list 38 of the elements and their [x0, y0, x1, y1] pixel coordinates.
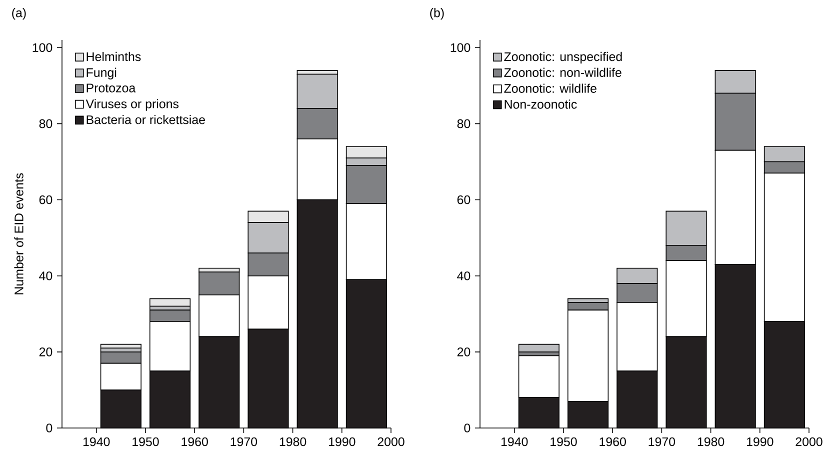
y-tick-label: 20: [39, 348, 52, 356]
y-tick-label: 40: [457, 271, 470, 280]
x-tick-label: 1990: [328, 437, 356, 446]
legend-label: Bacteria or rickettsiae: [86, 114, 205, 124]
chart-title: (a): [12, 8, 26, 20]
y-tick-label: 40: [39, 271, 52, 280]
x-tick-label: 1940: [501, 437, 528, 446]
legend-label: Zoonotic: wildlife: [504, 84, 596, 93]
legend-label: Fungi: [86, 68, 116, 80]
x-tick-label: 1960: [182, 437, 208, 446]
legend-label: Viruses or prions: [86, 99, 179, 111]
x-tick-label: 1970: [230, 437, 258, 446]
y-tick-label: 0: [464, 424, 470, 432]
legend-label: Zoonotic: non-wildlife: [504, 68, 622, 77]
x-tick-label: 1950: [550, 437, 577, 446]
y-tick-label: 80: [457, 119, 470, 128]
y-tick-label: 80: [39, 119, 52, 128]
x-tick-label: 1980: [698, 437, 724, 446]
y-tick-label: 0: [46, 424, 52, 432]
y-tick-label: 100: [450, 43, 470, 52]
x-tick-label: 2000: [378, 437, 404, 446]
x-tick-label: 1980: [280, 437, 306, 446]
y-tick-label: 20: [457, 348, 470, 356]
x-tick-label: 1960: [600, 437, 626, 446]
x-tick-label: 1970: [648, 437, 676, 446]
x-tick-label: 2000: [796, 437, 822, 446]
x-tick-label: 1990: [746, 437, 774, 446]
y-tick-label: 100: [32, 43, 52, 52]
legend-label: Zoonotic: unspecified: [504, 52, 622, 64]
y-axis-title: Number of EID events: [14, 173, 24, 294]
legend-label: Protozoa: [86, 84, 136, 92]
x-tick-label: 1940: [83, 437, 110, 446]
legend-label: Helminths: [86, 52, 141, 62]
x-tick-label: 1950: [132, 437, 159, 446]
chart-title: (b): [430, 8, 444, 20]
y-tick-label: 60: [39, 195, 52, 204]
y-tick-label: 60: [457, 195, 470, 204]
legend-label: Non-zoonotic: [504, 100, 577, 109]
